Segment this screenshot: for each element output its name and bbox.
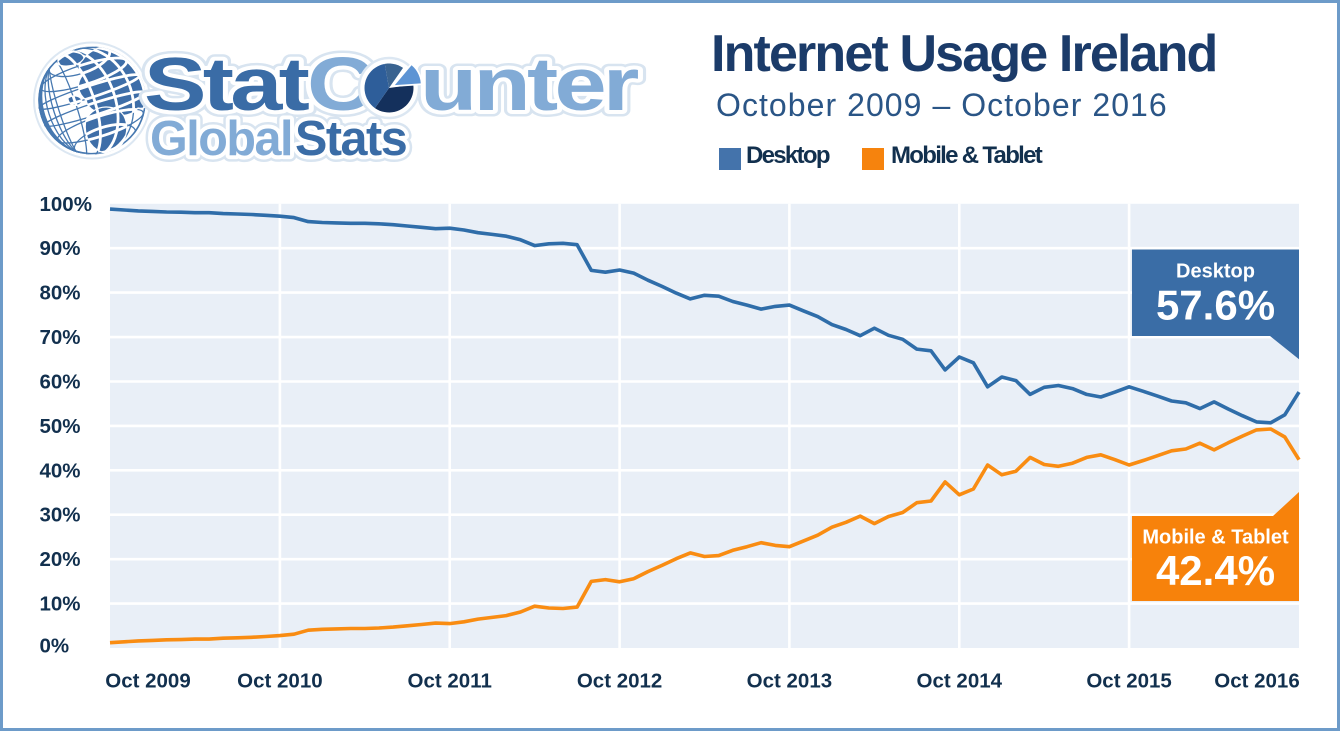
svg-text:Stats: Stats [295,112,407,166]
svg-text:Oct 2013: Oct 2013 [747,670,832,693]
svg-text:70%: 70% [40,326,81,349]
svg-text:Global: Global [150,112,292,166]
svg-text:20%: 20% [40,548,81,571]
svg-text:Global: Global [150,112,292,166]
svg-text:unter: unter [420,42,638,126]
svg-text:Oct 2010: Oct 2010 [237,670,322,693]
svg-text:40%: 40% [40,459,81,482]
svg-text:unter: unter [420,42,638,126]
svg-text:100%: 100% [40,193,92,216]
svg-text:Oct 2014: Oct 2014 [917,670,1003,693]
svg-text:Oct 2009: Oct 2009 [105,670,190,693]
svg-text:Stat: Stat [144,42,310,126]
svg-text:50%: 50% [40,415,81,438]
svg-text:Mobile & Tablet: Mobile & Tablet [1142,527,1289,549]
svg-text:0%: 0% [40,635,70,658]
svg-text:60%: 60% [40,371,81,394]
svg-text:30%: 30% [40,504,81,527]
svg-text:Oct 2015: Oct 2015 [1086,670,1171,693]
svg-text:Desktop: Desktop [1176,261,1255,283]
svg-text:10%: 10% [40,593,81,616]
svg-text:Oct 2011: Oct 2011 [408,670,492,693]
svg-text:90%: 90% [40,237,81,260]
svg-text:80%: 80% [40,282,81,305]
svg-text:Global: Global [150,112,292,166]
svg-text:57.6%: 57.6% [1156,282,1275,329]
svg-text:42.4%: 42.4% [1156,547,1275,594]
svg-text:Oct 2012: Oct 2012 [577,670,662,693]
svg-text:unter: unter [420,42,638,126]
svg-text:Stat: Stat [144,42,310,126]
svg-text:Stat: Stat [144,42,310,126]
svg-text:Oct 2016: Oct 2016 [1214,670,1299,693]
